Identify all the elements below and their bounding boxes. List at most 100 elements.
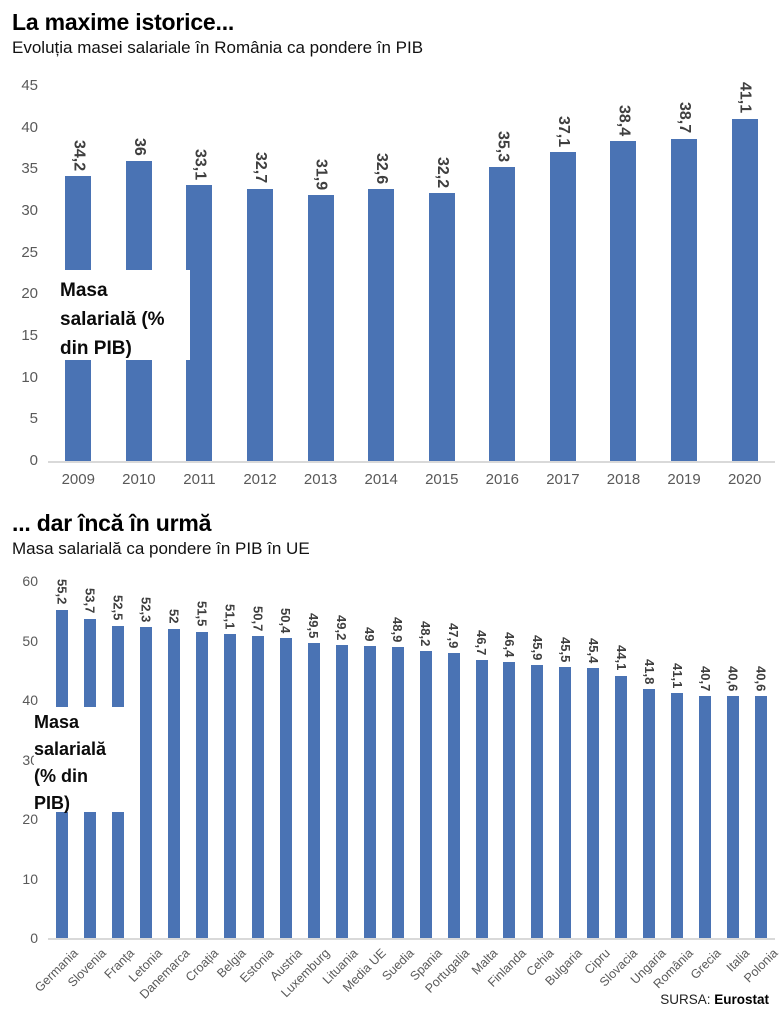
bar-slot: 44,1 Slovacia bbox=[597, 581, 640, 989]
value-label: 38,7 bbox=[676, 102, 694, 134]
category-label: 2013 bbox=[303, 471, 338, 488]
value-label: 38,4 bbox=[615, 104, 633, 136]
value-label: 44,1 bbox=[613, 645, 629, 671]
value-label: 47,9 bbox=[446, 622, 462, 648]
y-tick-label: 10 bbox=[21, 368, 38, 386]
y-axis-label-line: Masa bbox=[60, 280, 108, 301]
bar-2013 bbox=[307, 195, 334, 461]
bar-slot: 49 Media UE bbox=[340, 581, 389, 995]
source-line: SURSA: Eurostat bbox=[660, 992, 769, 1007]
bar-Estonia bbox=[251, 636, 264, 938]
y-axis-label-line: PIB) bbox=[34, 793, 70, 813]
section-romania-evolution: La maxime istorice... Evoluția masei sal… bbox=[0, 8, 783, 499]
bar-Portugalia bbox=[447, 653, 460, 938]
bar-Austria bbox=[279, 638, 292, 938]
bar-slot: 35,3 2016 bbox=[472, 86, 533, 488]
bar-slot: 52,3 Letonia bbox=[126, 581, 165, 985]
y-tick-label: 15 bbox=[21, 327, 38, 345]
value-label: 40,6 bbox=[753, 666, 769, 692]
y-axis-label-box: Masa salarială (% din PIB) bbox=[34, 707, 138, 813]
y-tick-label: 40 bbox=[21, 118, 38, 136]
value-label: 41,1 bbox=[736, 82, 754, 114]
bar-slot: 51,5 Croația bbox=[182, 581, 220, 984]
category-label: 2015 bbox=[425, 471, 459, 488]
bar-slot: 50,4 Austria bbox=[267, 581, 304, 984]
value-label: 31,9 bbox=[312, 159, 330, 191]
category-label: 2009 bbox=[61, 471, 95, 488]
bar-slot: 45,5 Bulgaria bbox=[542, 581, 584, 988]
value-label: 53,7 bbox=[82, 588, 98, 614]
y-axis-label-line: din PIB) bbox=[60, 338, 132, 359]
value-label: 50,7 bbox=[250, 606, 266, 632]
bar-Media UE bbox=[363, 646, 376, 938]
bar-Cehia bbox=[531, 664, 544, 938]
bar-slot: 47,9 Portugalia bbox=[423, 581, 473, 996]
bar-Croația bbox=[195, 631, 208, 938]
value-label: 50,4 bbox=[278, 607, 294, 634]
category-label: 2014 bbox=[364, 471, 398, 488]
bar-Lituania bbox=[335, 645, 348, 938]
bar-slot: 40,6 Polonia bbox=[741, 581, 780, 985]
value-label: 37,1 bbox=[554, 115, 572, 147]
bar-slot: 50,7 Estonia bbox=[237, 581, 276, 985]
y-axis-label-box: Masa salarială (% din PIB) bbox=[60, 270, 190, 360]
y-tick-label: 10 bbox=[22, 870, 38, 887]
value-label: 41,1 bbox=[669, 663, 685, 689]
y-tick-label: 20 bbox=[22, 811, 38, 828]
bar-Grecia bbox=[699, 695, 712, 938]
y-tick-label: 30 bbox=[21, 202, 38, 220]
y-tick-label: 0 bbox=[29, 452, 38, 469]
value-label: 34,2 bbox=[70, 139, 88, 171]
value-label: 45,4 bbox=[585, 637, 601, 663]
value-label: 32,6 bbox=[373, 153, 391, 185]
value-label: 48,9 bbox=[390, 616, 406, 643]
bar-slot: 48,2 Spania bbox=[407, 581, 444, 984]
bar-2018 bbox=[610, 141, 637, 461]
value-label: 52,3 bbox=[138, 596, 154, 622]
chart-title: ... dar încă în urmă bbox=[12, 510, 212, 536]
bar-Italia bbox=[727, 696, 740, 938]
y-axis-label-line: salarială bbox=[34, 739, 107, 759]
value-label: 40,6 bbox=[725, 666, 741, 692]
plot-area: 0 5 10 15 20 25 30 35 40 45 34,2 2009 36 2010 33,1 2011… bbox=[21, 77, 775, 488]
y-axis-label-line: salarială (% bbox=[60, 309, 165, 330]
bar-2011 bbox=[186, 185, 213, 461]
value-label: 40,7 bbox=[697, 665, 713, 691]
bar-slot: 46,7 Malta bbox=[468, 581, 501, 978]
y-tick-label: 0 bbox=[30, 930, 38, 946]
category-label: 2011 bbox=[183, 471, 216, 488]
category-label: Grecia bbox=[688, 946, 725, 982]
bar-Spania bbox=[419, 651, 432, 938]
bar-Bulgaria bbox=[559, 667, 572, 938]
chart-subtitle: Evoluția masei salariale în România ca p… bbox=[12, 38, 424, 57]
bar-slot: 40,7 Grecia bbox=[688, 581, 724, 982]
chart-title: La maxime istorice... bbox=[12, 9, 235, 35]
bar-slot: 49,2 Lituania bbox=[320, 581, 361, 987]
bar-slot: 51,1 Belgia bbox=[214, 581, 248, 981]
source-name: Eurostat bbox=[714, 992, 769, 1007]
bar-2017 bbox=[549, 151, 576, 461]
bar-2020 bbox=[731, 118, 758, 461]
y-tick-label: 25 bbox=[21, 243, 38, 261]
bar-Suedia bbox=[391, 647, 404, 938]
value-label: 49,2 bbox=[334, 614, 350, 641]
bar-slot: 49,5 Luxemburg bbox=[278, 581, 332, 1000]
bar-2014 bbox=[368, 189, 395, 461]
bar-slot: 41,8 Ungaria bbox=[627, 581, 668, 987]
y-tick-label: 5 bbox=[29, 410, 38, 428]
y-tick-label: 40 bbox=[22, 692, 38, 709]
value-label: 51,5 bbox=[194, 601, 210, 627]
source-prefix: SURSA: bbox=[660, 992, 711, 1007]
category-label: 2017 bbox=[546, 471, 580, 488]
value-label: 55,2 bbox=[54, 579, 70, 605]
bar-2019 bbox=[671, 138, 698, 461]
category-label: 2020 bbox=[727, 471, 762, 488]
y-tick-label: 45 bbox=[21, 77, 38, 94]
category-label: 2016 bbox=[485, 471, 520, 488]
value-label: 41,8 bbox=[641, 658, 657, 685]
bar-chart-romania: 0 5 10 15 20 25 30 35 40 45 34,2 2009 36 2010 33,1 2011… bbox=[21, 77, 775, 499]
bar-Finlanda bbox=[503, 661, 516, 938]
bar-Belgia bbox=[223, 633, 236, 938]
plot-area: 0 10 20 30 40 50 60 55,2 Germania 53,7 Slovenia 52,… bbox=[22, 573, 780, 1002]
bar-2012 bbox=[247, 188, 274, 461]
